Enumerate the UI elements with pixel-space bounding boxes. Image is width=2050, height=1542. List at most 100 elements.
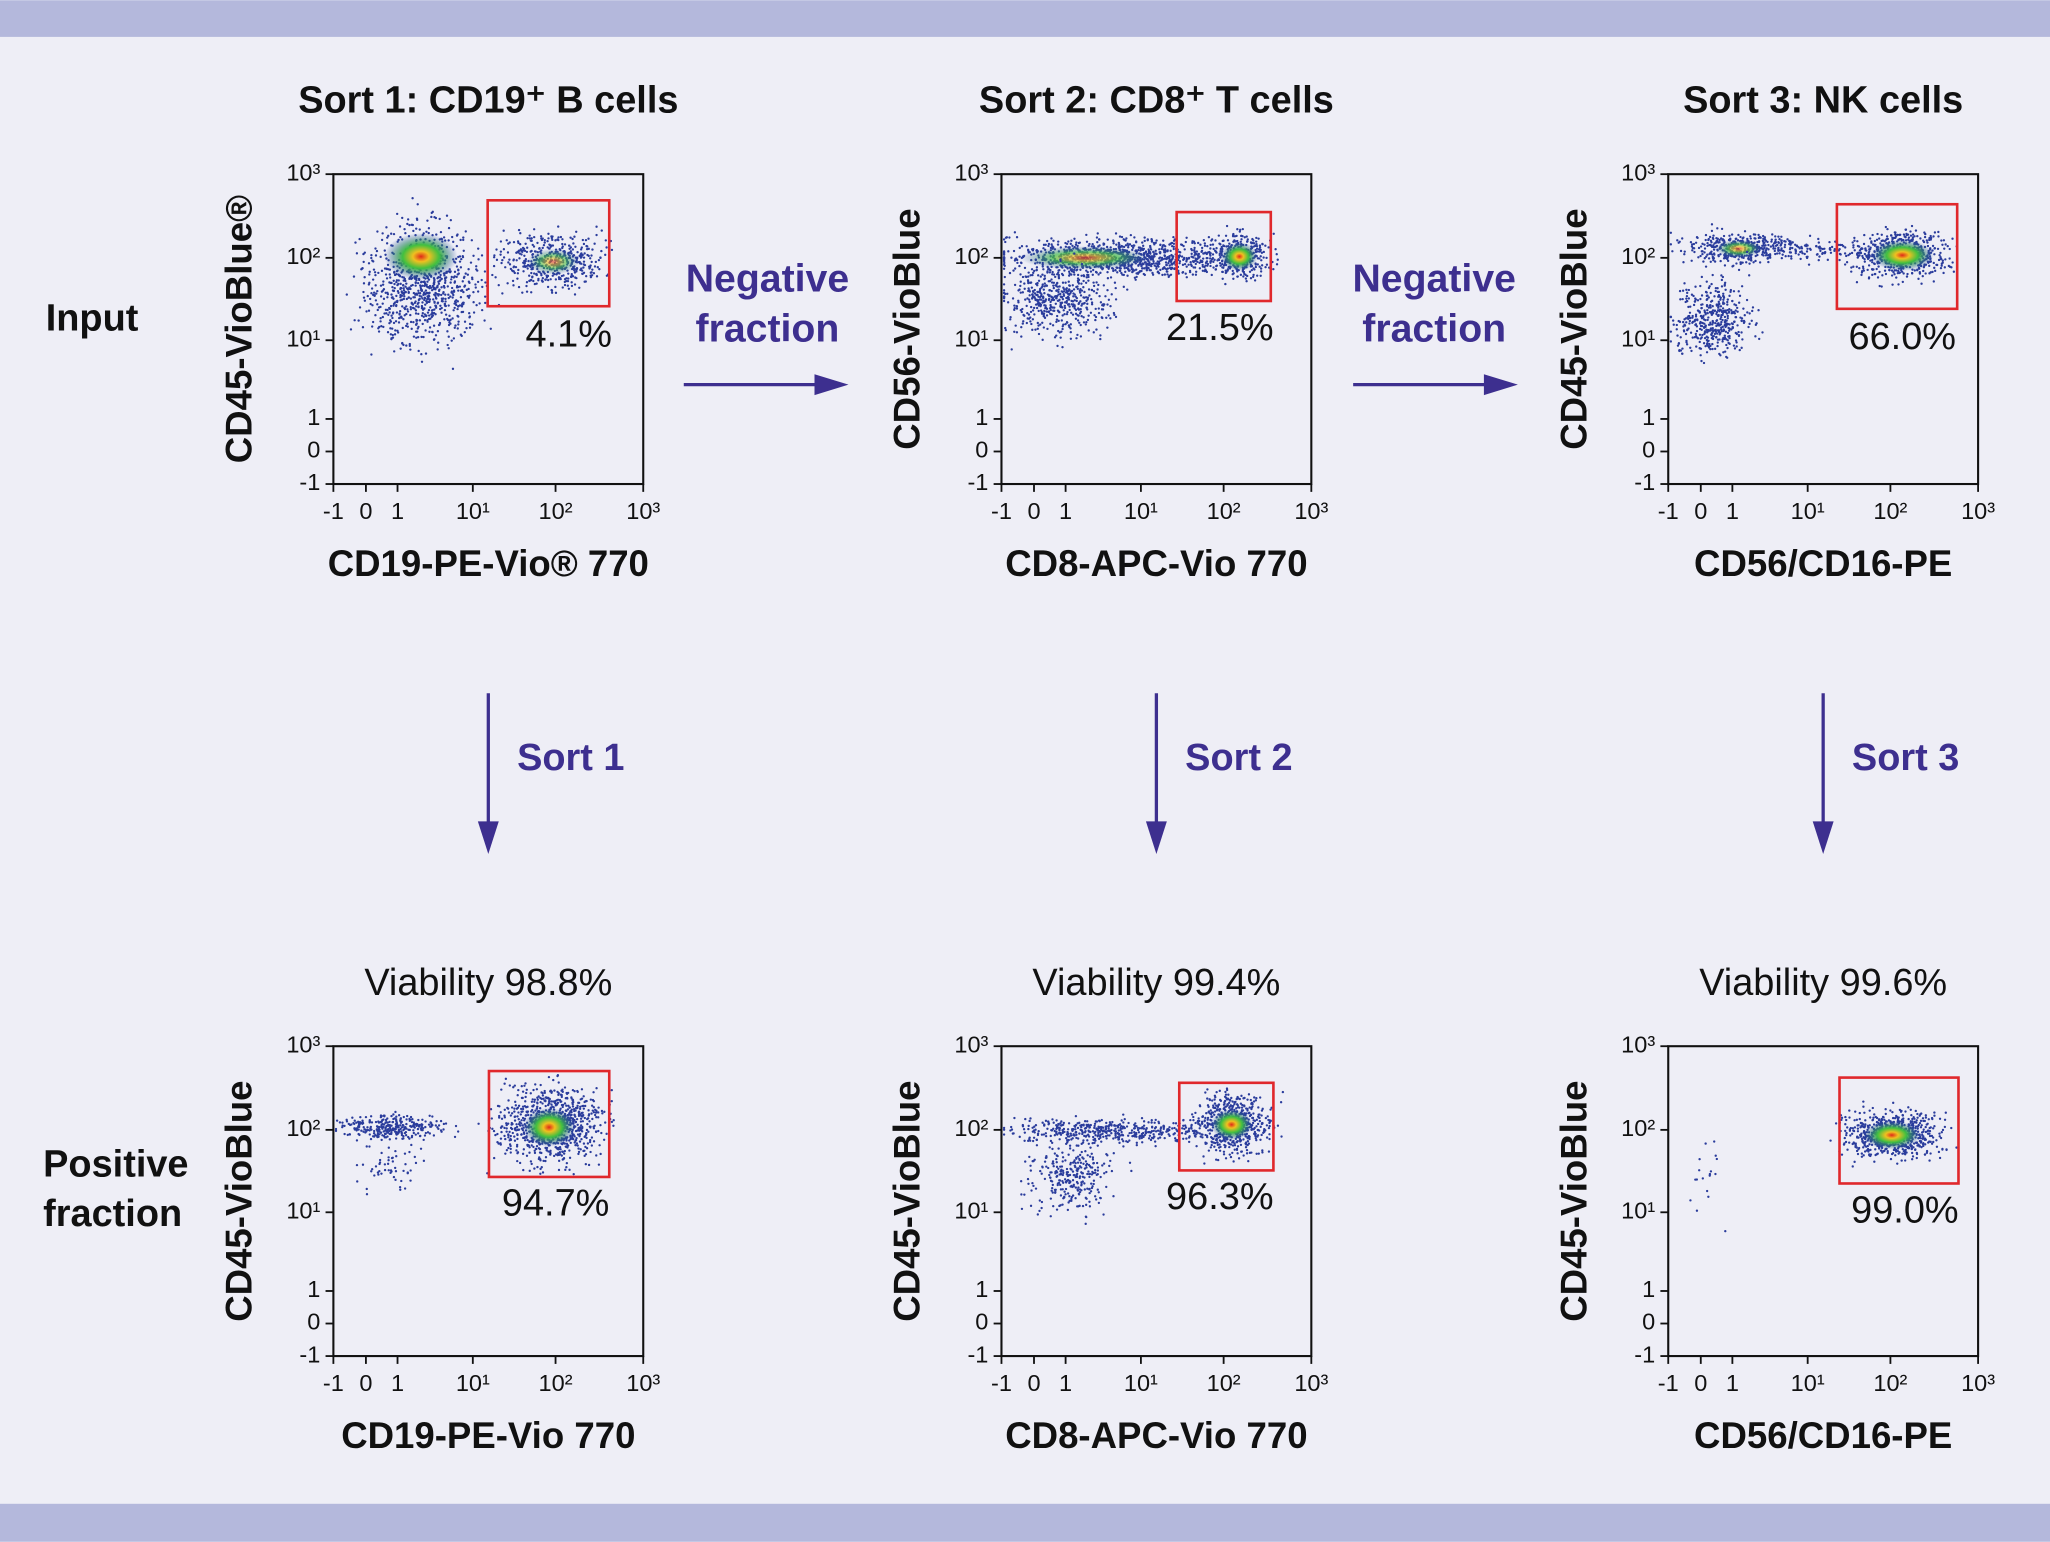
event-dot [1185,236,1188,239]
event-dot [404,232,407,235]
event-dot [390,1131,393,1134]
event-dot [1144,250,1148,253]
event-dot [1031,318,1035,321]
event-dot [1114,232,1118,235]
event-dot [481,285,484,289]
event-dot [423,319,427,322]
event-dot [581,1120,585,1123]
event-dot [1187,1127,1191,1130]
event-dot [463,331,466,334]
event-dot [426,219,429,222]
event-dot [504,1137,507,1141]
event-dot [1144,1128,1148,1131]
event-dot [532,1104,535,1107]
event-dot [1154,1118,1157,1122]
event-dot [395,1115,398,1118]
event-dot [1109,276,1113,279]
x-tick-label: 0 [359,498,372,524]
event-dot [395,1155,398,1158]
event-dot [396,329,399,333]
event-dot [394,1149,397,1153]
event-dot [1194,259,1197,262]
event-dot [428,330,431,333]
event-dot [561,1150,564,1153]
event-dot [1152,241,1155,245]
event-dot [1203,244,1207,247]
column-title: Sort 2: CD8⁺ T cells [979,79,1334,121]
event-dot [1051,296,1055,300]
event-dot [402,287,405,290]
event-dot [439,1119,443,1123]
event-dot [462,276,466,280]
event-dot [411,197,414,200]
event-dot [502,229,505,232]
event-dot [489,1108,493,1111]
event-dot [442,1122,446,1126]
event-dot [1232,232,1235,236]
event-dot [539,1167,542,1171]
event-dot [1206,264,1209,267]
event-dot [506,282,509,285]
event-dot [446,317,449,321]
event-dot [510,1112,514,1115]
event-dot [1061,273,1065,277]
event-dot [1002,1133,1006,1136]
event-dot [380,324,383,328]
event-dot [468,294,471,297]
event-dot [379,320,382,323]
event-dot [559,1100,562,1103]
event-dot [1086,302,1089,306]
event-dot [574,276,577,279]
event-dot [408,1150,411,1154]
event-dot [450,235,454,239]
event-dot [1075,296,1079,300]
event-dot [1217,258,1220,261]
event-dot [511,279,515,283]
event-dot [1020,245,1024,248]
event-dot [442,236,446,239]
event-dot [514,1104,517,1107]
event-dot [579,1124,583,1127]
event-dot [431,1115,434,1118]
event-dot [384,273,388,276]
event-dot [390,293,393,296]
event-dot [557,1147,561,1151]
event-dot [577,1147,580,1150]
event-dot [409,1124,412,1128]
event-dot [1037,279,1041,282]
event-dot [496,1132,499,1136]
event-dot [1194,257,1197,260]
event-dot [1075,269,1078,272]
event-dot [450,339,453,342]
density-hotspot [1019,246,1151,270]
event-dot [400,316,403,319]
event-dot [1235,234,1238,238]
event-dot [1075,299,1078,303]
event-dot [445,214,449,217]
event-dot [516,1106,520,1109]
event-dot [414,309,418,312]
event-dot [376,230,379,233]
event-dot [561,238,564,241]
event-dot [512,1086,515,1089]
event-dot [368,1145,371,1148]
event-dot [407,290,410,294]
event-dot [410,1143,413,1147]
event-dot [544,1104,547,1108]
event-dot [1253,279,1257,282]
event-dot [1114,1136,1117,1139]
event-dot [456,305,460,308]
event-dot [1106,288,1109,292]
event-dot [1173,267,1176,270]
event-dot [396,212,399,216]
event-dot [521,1116,525,1120]
event-dot [446,330,449,333]
event-dot [588,266,592,269]
event-dot [1024,298,1027,301]
event-dot [551,274,554,277]
event-dot [1015,307,1019,310]
event-dot [438,217,441,221]
event-dot [1112,239,1115,242]
event-dot [547,237,550,240]
